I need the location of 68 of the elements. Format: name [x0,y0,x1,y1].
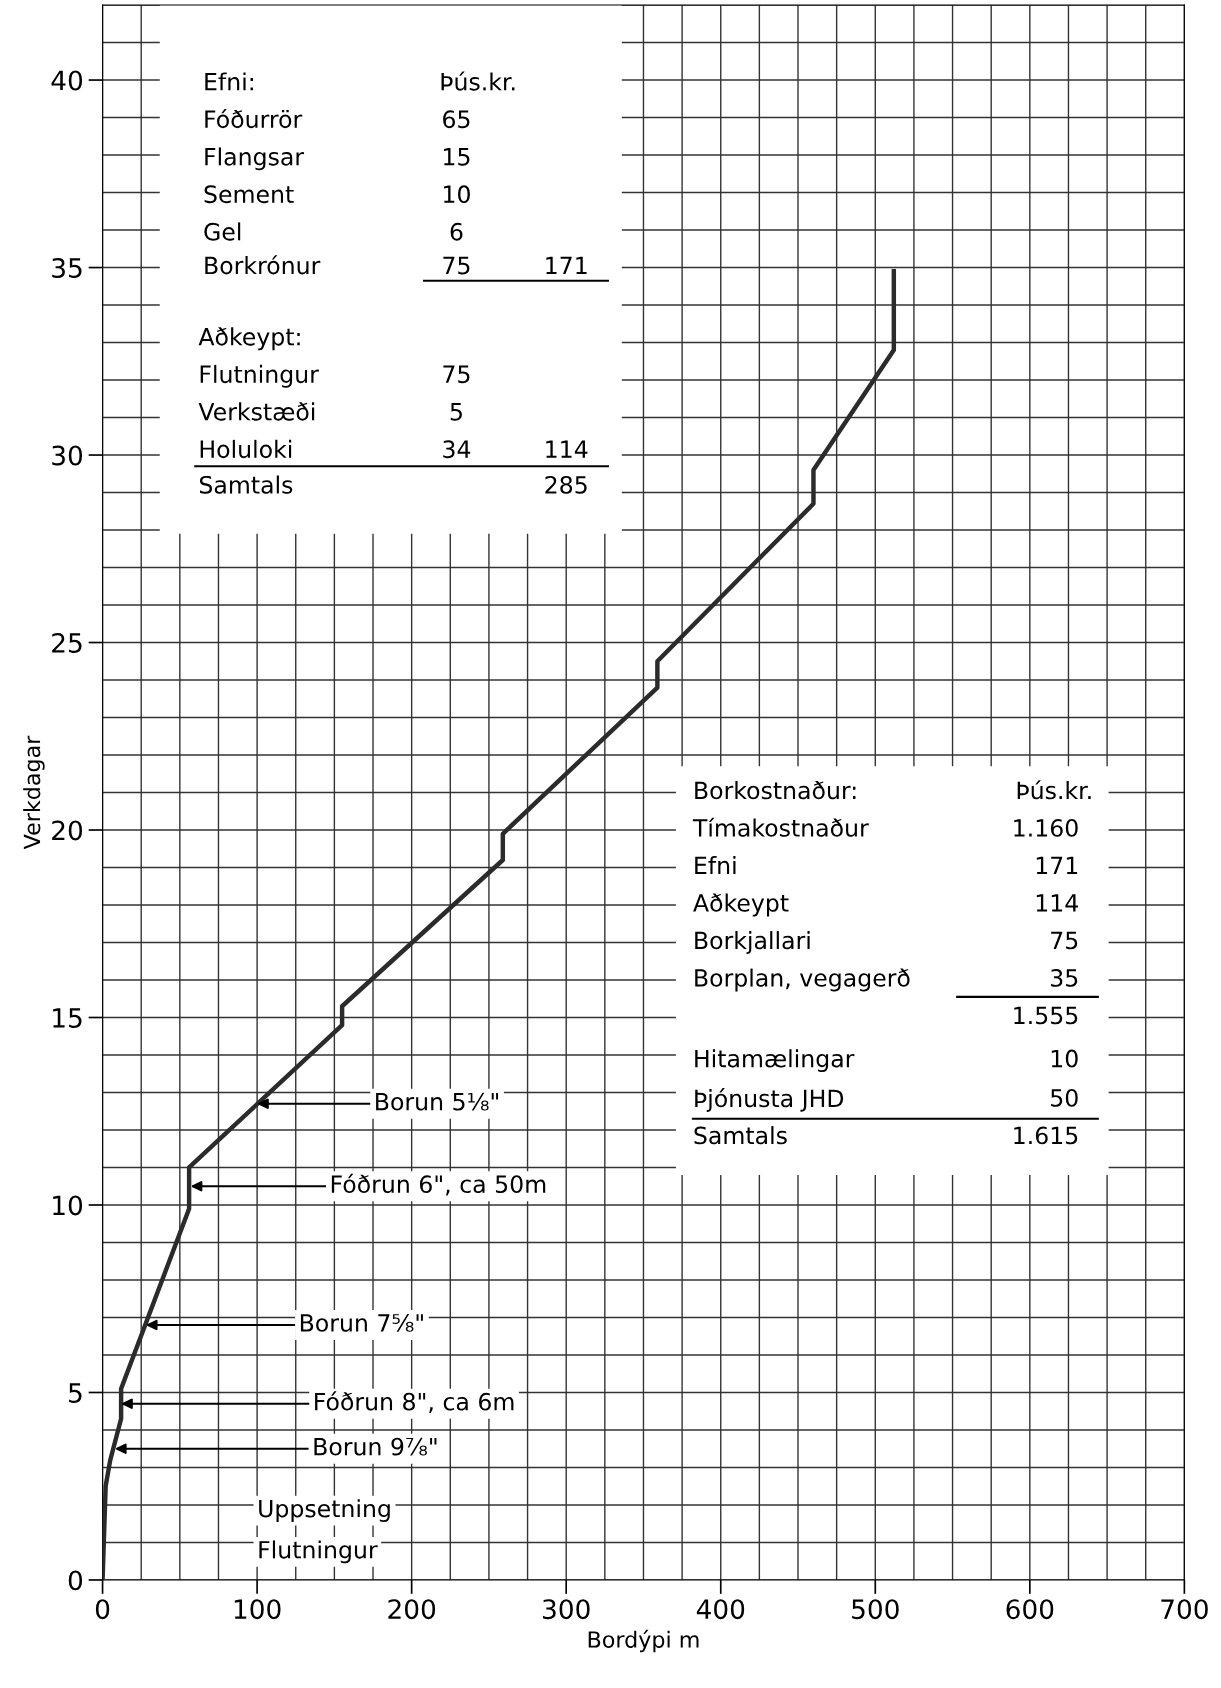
annotation: Efni [695,856,736,875]
annotation: Samtals [199,475,293,494]
annotation: Borkrónur [205,255,321,275]
annotation: 34 [443,440,471,459]
annotation: Flutningur [259,1540,378,1564]
annotation: 35 [1051,969,1078,987]
x-tick-label: 300 [543,1599,590,1620]
annotation: Fóðurrör [205,108,303,129]
y-tick-label: 35 [52,257,82,278]
annotation: 50 [1051,1088,1078,1107]
annotation: Hitamælingar [695,1049,855,1073]
y-axis-title: Verkdagar [23,735,45,850]
annotation: Borun 5⅛" [376,1092,499,1111]
annotation: 75 [1051,931,1078,950]
annotation: Fóðrun 8", ca 6m [315,1391,514,1413]
annotation: Aðkeypt: [198,327,300,351]
annotation: 1.615 [1014,1126,1078,1145]
annotation: Borun 7⅝" [300,1313,423,1332]
annotation: Holuloki [200,439,292,459]
y-tick-label: 25 [52,632,82,653]
annotation: Borkjallari [695,931,810,954]
x-tick-label: 200 [388,1599,436,1620]
annotation: 6 [450,222,463,241]
annotation: 75 [443,365,470,384]
annotation: Sement [204,185,294,204]
annotation: Flangsar [205,147,305,171]
annotation: Samtals [694,1126,787,1145]
annotation: 1.555 [1014,1006,1078,1025]
y-tick-label: 10 [53,1195,83,1216]
annotation: 1.160 [1014,819,1078,837]
annotation: Borkostnaður: [695,781,856,800]
annotation: 65 [443,110,470,129]
y-tick-label: 0 [68,1570,83,1591]
annotation: Verkstæði [198,402,315,421]
annotation: Uppsetning [259,1499,390,1523]
annotation: 171 [1036,856,1078,875]
annotation: Aðkeypt [693,893,789,917]
x-tick-label: 600 [1006,1599,1054,1620]
annotation: 5 [450,403,462,421]
annotation: 15 [444,148,470,166]
x-tick-label: 100 [234,1599,281,1620]
y-tick-label: 20 [52,820,83,841]
y-tick-label: 40 [51,70,83,91]
y-tick-label: 15 [53,1008,82,1028]
annotation: 285 [545,475,587,494]
y-tick-label: 30 [52,445,83,466]
x-axis-title: Bordýpi m [588,1629,699,1653]
x-tick-label: 700 [1161,1599,1208,1620]
annotation: 10 [444,185,470,204]
annotation: 171 [546,256,587,275]
y-tick-label: 5 [69,1383,82,1403]
annotation: 75 [443,256,470,275]
x-tick-label: 500 [852,1599,899,1620]
annotation: Efni: [205,72,253,91]
annotation: 114 [546,440,588,458]
annotation: Þús.kr. [441,71,515,91]
annotation: Borplan, vegagerð [695,968,910,992]
annotation: Þjónusta JHD [695,1088,844,1112]
annotation: Fóðrun 6", ca 50m [331,1173,546,1196]
annotation: Þús.kr. [1017,780,1091,800]
annotation: Borun 9⅞" [314,1437,437,1456]
annotation: Gel [204,222,241,241]
annotation: Flutningur [200,364,319,388]
x-tick-label: 0 [95,1599,110,1620]
annotation: 10 [1051,1049,1078,1068]
annotation: 114 [1036,894,1078,912]
annotation: Tímakostnaður [692,817,869,837]
x-tick-label: 400 [696,1599,745,1620]
